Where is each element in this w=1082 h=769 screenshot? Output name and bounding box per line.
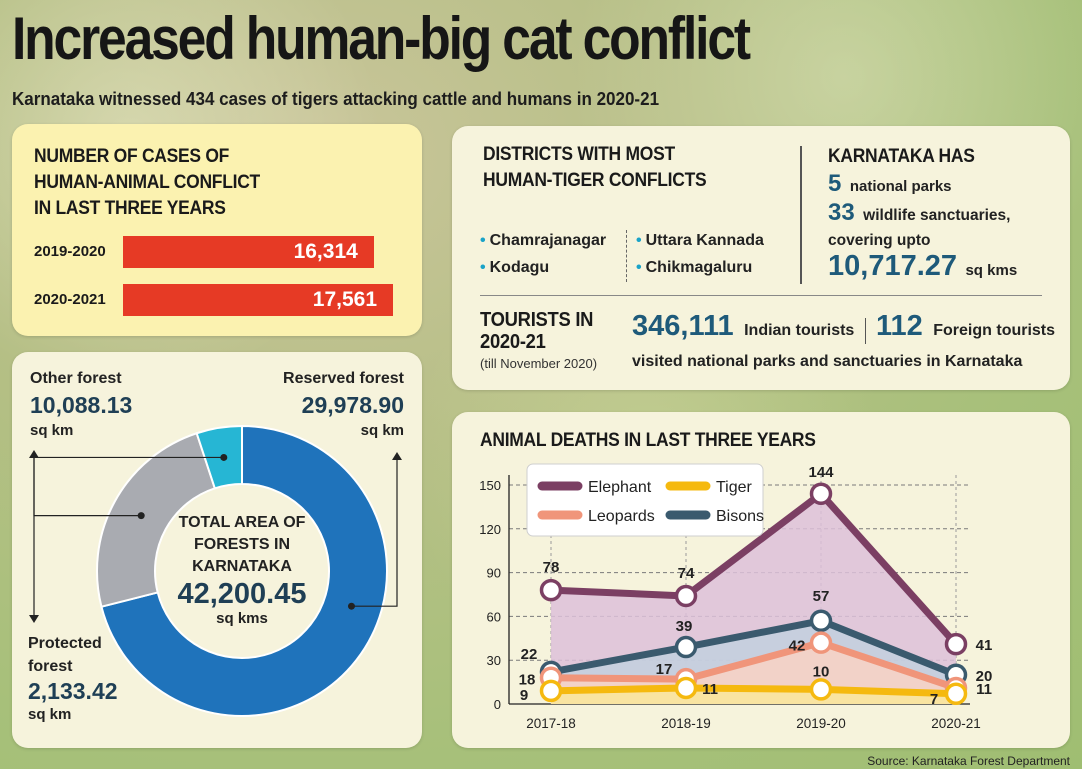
reserved-forest-unit: sq km bbox=[360, 422, 404, 439]
legend-label: Leopards bbox=[588, 508, 655, 525]
district-item: Kodagu bbox=[480, 259, 550, 277]
legend-box bbox=[526, 463, 764, 537]
donut-slice bbox=[96, 431, 217, 608]
protected-forest-value: 2,133.42 bbox=[28, 678, 118, 704]
series-line bbox=[550, 684, 957, 698]
animal-deaths-line-chart: 0 30 60 90 120 150 2017-18 2018-19 2019-20 2020-2… bbox=[479, 463, 993, 731]
x-tick-label: 2019-20 bbox=[796, 716, 846, 731]
section-divider-horizontal bbox=[480, 295, 1042, 296]
foreign-tourists-line: 112 Foreign tourists bbox=[876, 310, 1056, 342]
donut-slice bbox=[100, 424, 388, 717]
sanctuaries-line: 33 wildlife sanctuaries, bbox=[828, 199, 1011, 226]
bar-year-label: 2019-2020 bbox=[34, 243, 106, 260]
legend-label: Bisons bbox=[716, 508, 764, 525]
series-line bbox=[550, 639, 958, 692]
districts-card: DISTRICTS WITH MOST HUMAN-TIGER CONFLICT… bbox=[452, 126, 1070, 390]
data-label: 41 bbox=[976, 637, 993, 654]
national-parks-line: 5 national parks bbox=[828, 170, 952, 197]
y-tick-label: 90 bbox=[487, 566, 501, 581]
data-label: 20 bbox=[976, 668, 993, 685]
forest-area-card: Other forest 10,088.13 sq km Reserved fo… bbox=[12, 352, 422, 748]
legend-label: Tiger bbox=[716, 479, 753, 496]
data-label: 17 bbox=[656, 661, 673, 678]
data-point bbox=[674, 635, 698, 659]
data-point bbox=[809, 678, 833, 701]
district-divider bbox=[626, 230, 627, 282]
y-tick-label: 120 bbox=[479, 522, 501, 537]
other-forest-unit: sq km bbox=[30, 422, 74, 439]
data-label: 39 bbox=[676, 618, 693, 635]
data-label: 18 bbox=[519, 672, 536, 689]
section-divider-vertical bbox=[800, 146, 802, 284]
leader-line bbox=[33, 456, 224, 618]
data-label: 7 bbox=[930, 691, 938, 708]
conflict-bar: 16,314 bbox=[123, 236, 374, 268]
data-point bbox=[809, 609, 833, 633]
leader-arrow bbox=[29, 615, 39, 623]
leader-arrow bbox=[29, 450, 39, 458]
reserved-forest-value: 29,978.90 bbox=[301, 392, 404, 418]
bar-year-label: 2020-2021 bbox=[34, 291, 106, 308]
data-point bbox=[674, 584, 698, 608]
leader-arrow bbox=[392, 452, 402, 460]
x-tick-label: 2018-19 bbox=[661, 716, 711, 731]
data-point bbox=[809, 631, 833, 654]
page-subtitle: Karnataka witnessed 434 cases of tigers … bbox=[12, 88, 660, 109]
tourists-note: (till November 2020) bbox=[480, 356, 598, 371]
reserved-forest-label: Reserved forest bbox=[283, 370, 404, 387]
data-label: 11 bbox=[976, 681, 992, 698]
conflict-bar: 17,561 bbox=[123, 284, 393, 316]
protected-forest-unit: sq km bbox=[28, 706, 72, 723]
forest-donut-chart bbox=[29, 424, 402, 717]
indian-tourists-line: 346,111 Indian tourists bbox=[632, 310, 855, 342]
data-label: 11 bbox=[702, 681, 718, 698]
tourists-divider bbox=[865, 318, 866, 344]
data-label: 9 bbox=[520, 687, 528, 704]
leader-line bbox=[351, 457, 398, 607]
page-title: Increased human-big cat conflict bbox=[12, 5, 751, 72]
y-tick-label: 150 bbox=[479, 478, 501, 493]
donut-center-text: TOTAL AREA OF FORESTS IN KARNATAKA 42,20… bbox=[177, 514, 307, 627]
x-tick-label: 2020-21 bbox=[931, 716, 981, 731]
animal-deaths-heading: ANIMAL DEATHS IN LAST THREE YEARS bbox=[480, 430, 816, 451]
data-point bbox=[539, 578, 563, 602]
karnataka-has-heading: KARNATAKA HAS bbox=[828, 146, 975, 167]
y-tick-label: 0 bbox=[494, 697, 501, 712]
conflict-cases-card: NUMBER OF CASES OF HUMAN-ANIMAL CONFLICT… bbox=[12, 124, 422, 336]
legend-label: Elephant bbox=[588, 479, 652, 496]
tourists-heading: TOURISTS IN 2020-21 bbox=[480, 309, 594, 353]
x-tick-label: 2017-18 bbox=[526, 716, 576, 731]
y-tick-label: 30 bbox=[487, 653, 501, 668]
data-label: 78 bbox=[543, 559, 560, 576]
source-note: Source: Karnataka Forest Department bbox=[867, 754, 1070, 768]
series-line bbox=[550, 617, 958, 679]
animal-deaths-card: ANIMAL DEATHS IN LAST THREE YEARS 0 30 60 9… bbox=[452, 412, 1070, 748]
data-point bbox=[809, 482, 833, 506]
data-point bbox=[539, 679, 563, 703]
data-point bbox=[944, 682, 968, 706]
covering-text: covering upto bbox=[828, 232, 931, 249]
tourists-footer: visited national parks and sanctuaries i… bbox=[632, 353, 1023, 370]
data-label: 57 bbox=[813, 588, 830, 605]
data-label: 22 bbox=[521, 646, 538, 663]
other-forest-label: Other forest bbox=[30, 370, 122, 387]
data-label: 144 bbox=[808, 464, 834, 481]
district-item: Chamrajanagar bbox=[480, 232, 607, 250]
conflict-cases-heading: NUMBER OF CASES OF HUMAN-ANIMAL CONFLICT… bbox=[34, 146, 260, 219]
y-tick-label: 60 bbox=[487, 609, 501, 624]
data-label: 10 bbox=[813, 663, 830, 680]
districts-heading: DISTRICTS WITH MOST HUMAN-TIGER CONFLICT… bbox=[483, 144, 707, 191]
area-line: 10,717.27 sq kms bbox=[828, 250, 1018, 282]
district-item: Uttara Kannada bbox=[636, 232, 764, 250]
district-item: Chikmagaluru bbox=[636, 259, 753, 277]
series-line bbox=[550, 490, 959, 647]
other-forest-value: 10,088.13 bbox=[30, 392, 133, 418]
data-point bbox=[674, 676, 698, 700]
data-label: 74 bbox=[678, 565, 695, 582]
protected-forest-label: Protected forest bbox=[28, 635, 102, 675]
data-label: 42 bbox=[789, 638, 806, 655]
data-point bbox=[944, 632, 968, 656]
